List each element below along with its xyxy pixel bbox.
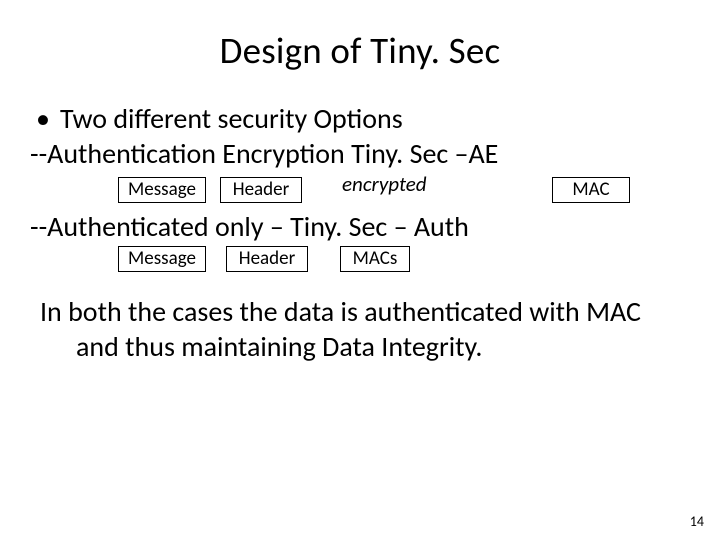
page-number: 14 [690, 513, 704, 530]
box-header-auth: Header [226, 246, 308, 272]
box-mac-ae: MAC [552, 177, 630, 203]
row-auth: Message Header MACs [30, 246, 690, 276]
box-header-ae: Header [220, 177, 302, 203]
box-message-auth: Message [118, 246, 206, 272]
box-message-ae: Message [118, 177, 206, 203]
label-encrypted: encrypted [342, 171, 427, 197]
box-macs-auth: MACs [340, 246, 410, 272]
bullet-security-options: Two different security Options [30, 101, 690, 136]
slide-body: Two different security Options --Authent… [0, 83, 720, 364]
line-auth: --Authenticated only – Tiny. Sec – Auth [30, 209, 690, 244]
slide: Design of Tiny. Sec Two different securi… [0, 0, 720, 540]
line-ae: --Authentication Encryption Tiny. Sec –A… [30, 136, 690, 171]
slide-title: Design of Tiny. Sec [0, 0, 720, 83]
row-ae: encrypted Message Header MAC [30, 173, 690, 207]
conclusion-text: In both the cases the data is authentica… [30, 294, 690, 364]
